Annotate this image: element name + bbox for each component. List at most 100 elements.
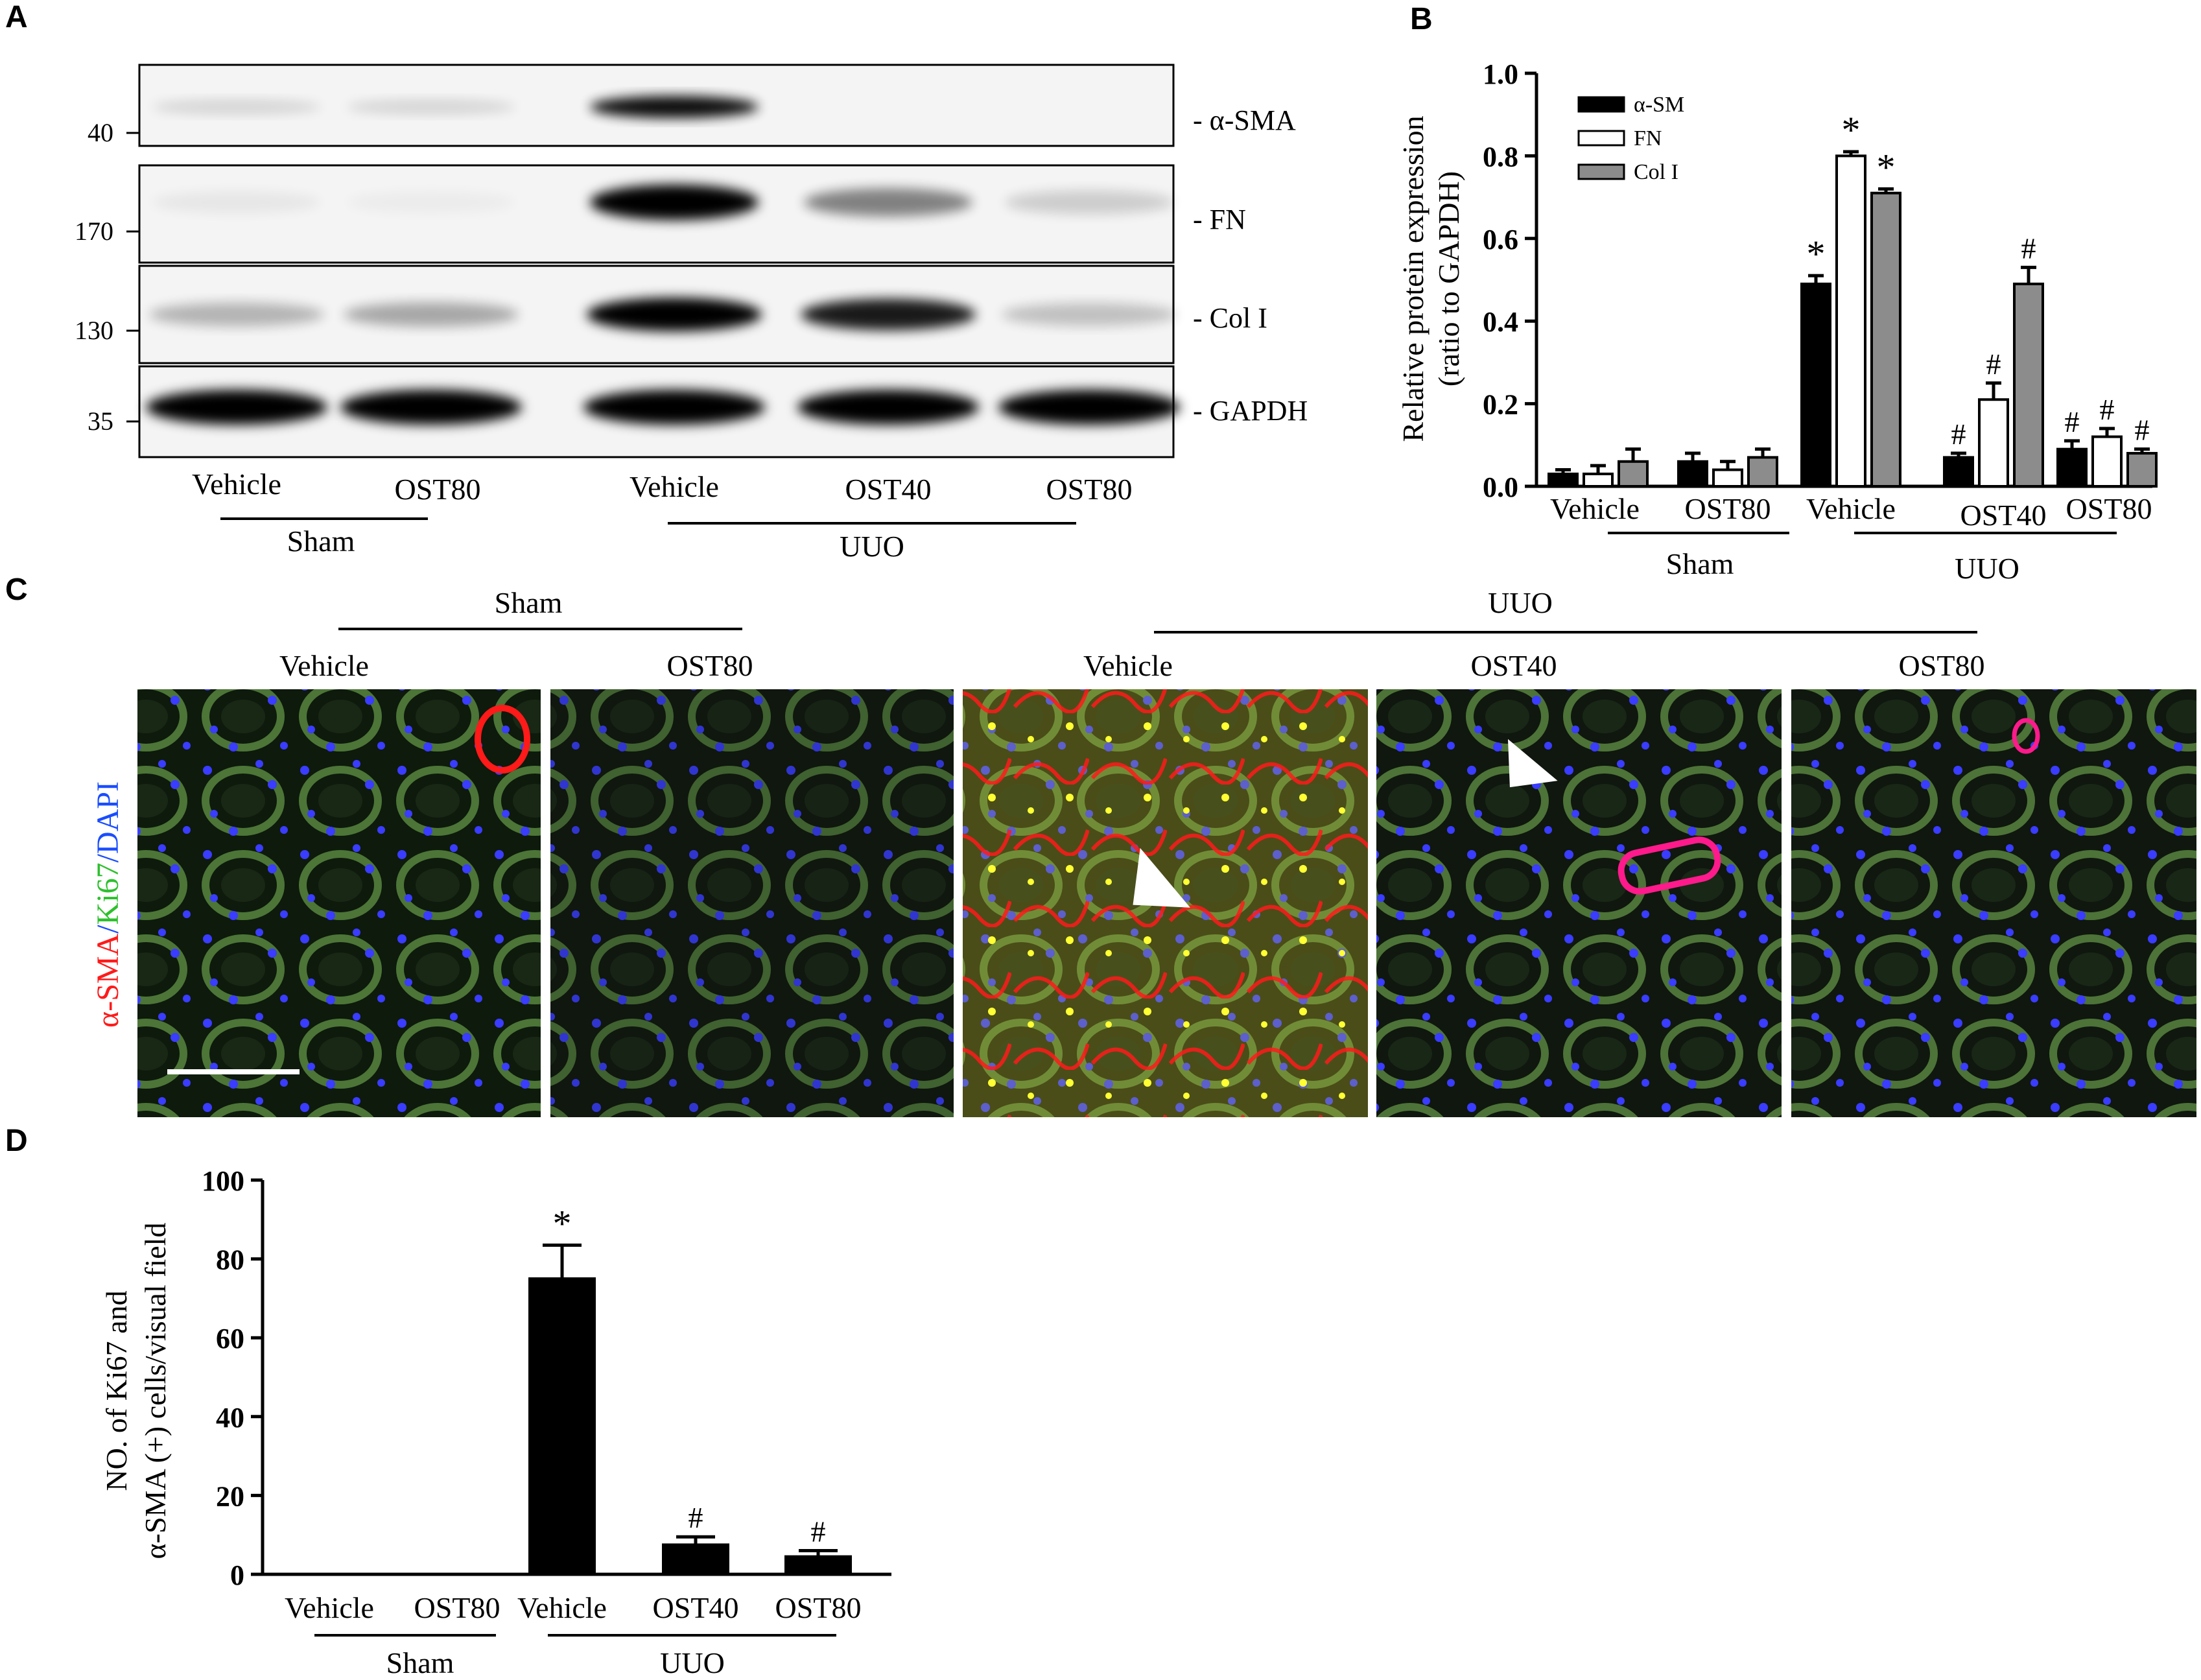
chart-d-group-uuo: UUO — [660, 1646, 725, 1679]
band-gapdh-lane-5 — [998, 390, 1180, 425]
legend-swatch-col-i — [1577, 163, 1625, 180]
mw-marker-35: 35 — [88, 407, 113, 436]
chart-b-significance-mark: # — [1986, 348, 2001, 381]
protein-label-asma: - α-SMA — [1193, 104, 1296, 136]
mw-marker-170: 170 — [75, 217, 113, 246]
chart-b-ylabel-line1: Relative protein expression — [1396, 115, 1430, 442]
band-asma-lane-3 — [590, 95, 759, 119]
chart-d-category-ost80-sham: OST80 — [414, 1591, 500, 1624]
chart-b-category-vehicle-sham: Vehicle — [1550, 492, 1640, 525]
protein-label-fn: - FN — [1193, 204, 1246, 235]
stain-label-sep1: / — [91, 925, 125, 934]
chart-d-bar-series-3 — [528, 1277, 596, 1576]
chart-b-significance-mark: # — [2135, 414, 2150, 447]
chart-b-significance-mark: # — [2100, 393, 2115, 426]
chart-b-bar-fn-2 — [1712, 468, 1743, 488]
chart-b-category-ost80-uuo: OST80 — [2066, 492, 2152, 525]
chart-b-bar--sm-3 — [1800, 282, 1831, 488]
chart-b-bar-col-i-4 — [2013, 282, 2044, 488]
mw-marker-130: 130 — [75, 316, 113, 345]
band-fn-lane-2 — [347, 191, 515, 213]
chart-b-bar--sm-1 — [1548, 472, 1579, 488]
chart-d: 0 20 40 60 80 100 * # # NO. of Ki67 and α-SMA (… — [100, 1165, 891, 1679]
lane-label-ost80-sham: OST80 — [395, 473, 481, 506]
chart-b-legend: α-SM FN Col I — [1577, 93, 1684, 184]
chart-b-significance-mark: * — [1807, 233, 1826, 275]
chart-d-y-tick-label: 0 — [230, 1559, 244, 1591]
band-col1-lane-1 — [149, 302, 324, 327]
chart-b-y-tick-label: 0.0 — [1483, 471, 1518, 503]
chart-d-ylabel-line2: α-SMA (+) cells/visual field — [139, 1223, 172, 1559]
stain-label-asma: α-SMA — [91, 933, 125, 1028]
chart-b-group-uuo: UUO — [1955, 552, 2019, 585]
lane-label-vehicle-uuo: Vehicle — [630, 470, 719, 503]
chart-d-category-ost80-uuo: OST80 — [775, 1591, 862, 1624]
c-column-ost40-uuo: OST40 — [1471, 649, 1557, 682]
c-column-vehicle-sham: Vehicle — [279, 649, 369, 682]
chart-b-bar-col-i-2 — [1747, 456, 1778, 488]
legend-label-col-i: Col I — [1634, 160, 1678, 184]
chart-d-significance-mark: * — [553, 1202, 572, 1244]
protein-label-gapdh: - GAPDH — [1193, 395, 1308, 427]
chart-d-y-tick-label: 100 — [202, 1165, 244, 1197]
micrograph-sham-ost80 — [550, 689, 954, 1117]
chart-d-bar-series-5 — [784, 1555, 852, 1576]
chart-b-bar-fn-4 — [1978, 398, 2009, 488]
chart-b-bar--sm-2 — [1677, 460, 1708, 488]
arrowhead-icon — [1507, 739, 1558, 788]
chart-b-y-tick-label: 0.8 — [1483, 141, 1518, 172]
micrograph-uuo-ost80 — [1791, 689, 2196, 1117]
chart-b-ylabel-line2: (ratio to GAPDH) — [1432, 171, 1465, 386]
stain-label-dapi: DAPI — [91, 781, 125, 854]
chart-d-significance-mark: # — [811, 1515, 826, 1548]
c-column-vehicle-uuo: Vehicle — [1083, 649, 1173, 682]
chart-b-category-vehicle-uuo: Vehicle — [1806, 492, 1896, 525]
chart-d-category-vehicle-uuo: Vehicle — [517, 1591, 607, 1624]
chart-b-significance-mark: * — [1877, 146, 1896, 188]
legend-label--sm: α-SM — [1634, 93, 1684, 117]
chart-b-y-tick-label: 1.0 — [1483, 58, 1518, 90]
stain-label: α-SMA/Ki67/DAPI — [91, 781, 125, 1028]
chart-b-y-tick-label: 0.2 — [1483, 389, 1518, 421]
chart-d-significance-mark: # — [689, 1501, 703, 1534]
chart-d-category-ost40-uuo: OST40 — [653, 1591, 739, 1624]
band-fn-lane-5 — [1005, 190, 1173, 215]
mw-marker-40: 40 — [88, 118, 113, 147]
band-gapdh-lane-2 — [340, 390, 522, 425]
chart-d-y-tick-label: 40 — [216, 1402, 244, 1434]
vessel-asma — [475, 705, 530, 774]
band-fn-lane-1 — [152, 191, 321, 214]
legend-swatch-fn — [1577, 130, 1625, 147]
chart-b-bar-col-i-5 — [2126, 452, 2158, 488]
western-blot: 40 170 130 35 - α-SMA - FN - Col I - GAP… — [75, 64, 1308, 563]
chart-b-significance-mark: # — [1951, 418, 1966, 451]
chart-b-significance-mark: * — [1842, 109, 1861, 151]
lane-label-vehicle-sham: Vehicle — [192, 467, 281, 501]
arrowhead-icon — [1133, 847, 1190, 908]
chart-b-y-tick-label: 0.4 — [1483, 306, 1518, 338]
panel-d-label: D — [5, 1124, 28, 1158]
vessel-asma — [1618, 836, 1721, 895]
lane-label-ost40-uuo: OST40 — [845, 473, 932, 506]
chart-b-bar-fn-3 — [1835, 154, 1866, 488]
band-asma-lane-1 — [152, 99, 321, 115]
band-fn-lane-4 — [804, 188, 972, 217]
micrograph-sham-vehicle — [137, 689, 541, 1117]
chart-b: 0.0 0.2 0.4 0.6 0.8 1.0 * * * # # # # # # α-SM FN Col I… — [1396, 58, 2158, 585]
band-col1-lane-5 — [1002, 303, 1177, 326]
band-gapdh-lane-3 — [583, 390, 765, 425]
c-group-label-uuo: UUO — [1488, 586, 1553, 619]
chart-b-bar--sm-4 — [1943, 456, 1974, 488]
vessel-asma — [2012, 718, 2040, 754]
band-col1-lane-3 — [587, 298, 762, 331]
group-label-sham: Sham — [287, 525, 355, 558]
chart-b-significance-mark: # — [2021, 231, 2036, 265]
chart-b-bar--sm-5 — [2056, 447, 2088, 488]
panel-b-label: B — [1410, 2, 1433, 36]
band-col1-lane-2 — [344, 302, 519, 327]
c-column-ost80-sham: OST80 — [667, 649, 753, 682]
chart-d-group-sham: Sham — [386, 1646, 454, 1679]
panel-c-label: C — [5, 573, 28, 607]
chart-b-y-tick-label: 0.6 — [1483, 224, 1518, 255]
